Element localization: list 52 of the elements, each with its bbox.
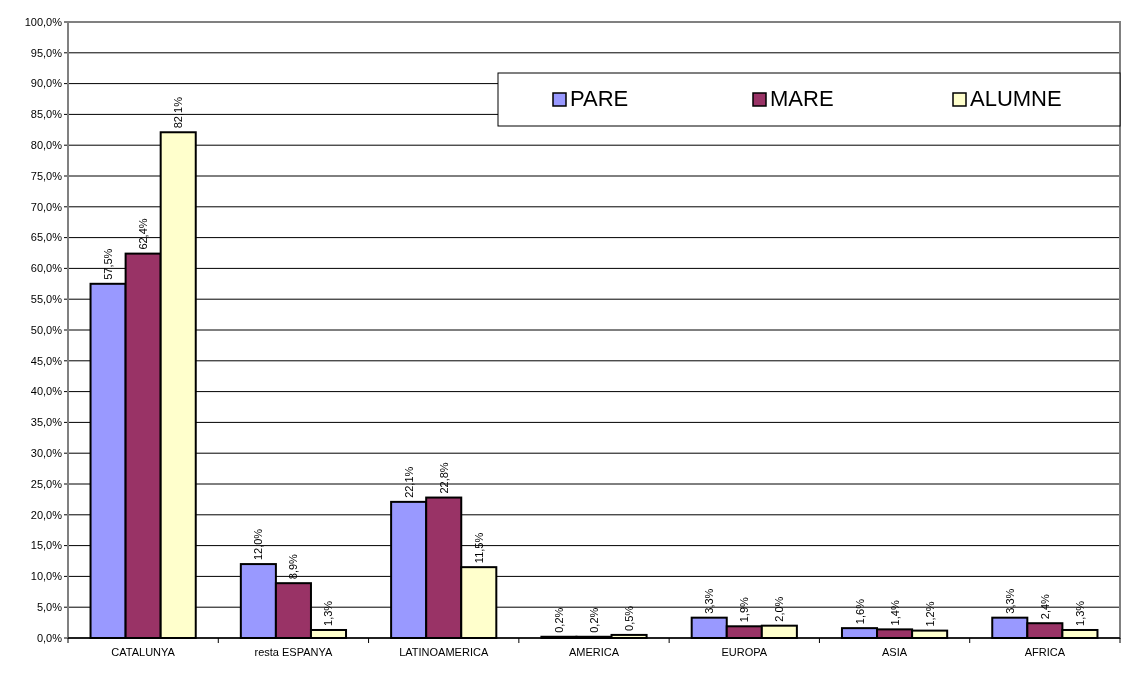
y-tick-label: 70,0% [30, 200, 63, 213]
data-label: 3,3% [703, 588, 716, 614]
legend-label: MARE [770, 86, 834, 111]
y-tick-label: 65,0% [30, 231, 63, 244]
data-label: 1,4% [888, 600, 901, 626]
x-tick-label: ASIA [882, 646, 908, 658]
data-label: 3,3% [1003, 588, 1016, 614]
y-tick-label: 50,0% [30, 323, 63, 336]
data-label: 0,2% [552, 607, 565, 633]
x-tick-label: AMERICA [568, 646, 620, 658]
y-tick-label: 20,0% [30, 508, 63, 521]
x-tick-label: LATINOAMERICA [399, 646, 489, 658]
x-tick-label: CATALUNYA [111, 646, 176, 658]
data-label: 2,4% [1038, 593, 1051, 620]
data-label: 82,1% [172, 96, 185, 129]
y-tick-label: 0,0% [36, 631, 63, 644]
y-tick-label: 30,0% [30, 447, 63, 460]
y-tick-label: 25,0% [30, 477, 63, 490]
x-tick-label: resta ESPANYA [254, 646, 334, 658]
y-tick-label: 80,0% [30, 139, 63, 152]
y-tick-label: 100,0% [24, 15, 63, 28]
data-label: 11,5% [472, 532, 485, 564]
y-tick-label: 5,0% [36, 601, 63, 614]
data-label: 1,9% [738, 597, 751, 623]
y-tick-label: 45,0% [30, 354, 63, 367]
data-label: 57,5% [102, 248, 115, 280]
x-tick-label: EUROPA [721, 646, 768, 658]
data-label: 0,5% [623, 605, 636, 631]
y-tick-label: 55,0% [30, 293, 63, 306]
y-tick-label: 95,0% [30, 46, 63, 59]
data-label: 1,2% [923, 601, 936, 627]
y-tick-label: 10,0% [30, 570, 63, 583]
y-tick-label: 40,0% [30, 385, 63, 398]
y-tick-label: 90,0% [30, 77, 63, 90]
legend-label: PARE [570, 86, 629, 111]
y-tick-label: 35,0% [30, 416, 63, 429]
data-label: 0,2% [588, 607, 600, 633]
data-label: 2,0% [773, 596, 786, 622]
y-tick-label: 60,0% [30, 262, 63, 275]
data-label: 1,3% [322, 600, 335, 626]
x-tick-label: AFRICA [1024, 646, 1066, 658]
data-label: 1,3% [1073, 600, 1086, 626]
data-label: 22,1% [402, 466, 415, 498]
legend-label: ALUMNE [970, 86, 1062, 111]
y-tick-label: 15,0% [30, 539, 63, 552]
data-label: 22,8% [437, 462, 450, 494]
y-tick-label: 85,0% [30, 108, 63, 121]
y-tick-label: 75,0% [30, 169, 63, 182]
data-label: 12,0% [252, 528, 265, 561]
data-label: 8,9% [287, 553, 300, 580]
data-label: 1,6% [853, 598, 866, 625]
data-label: 62,4% [137, 218, 150, 250]
